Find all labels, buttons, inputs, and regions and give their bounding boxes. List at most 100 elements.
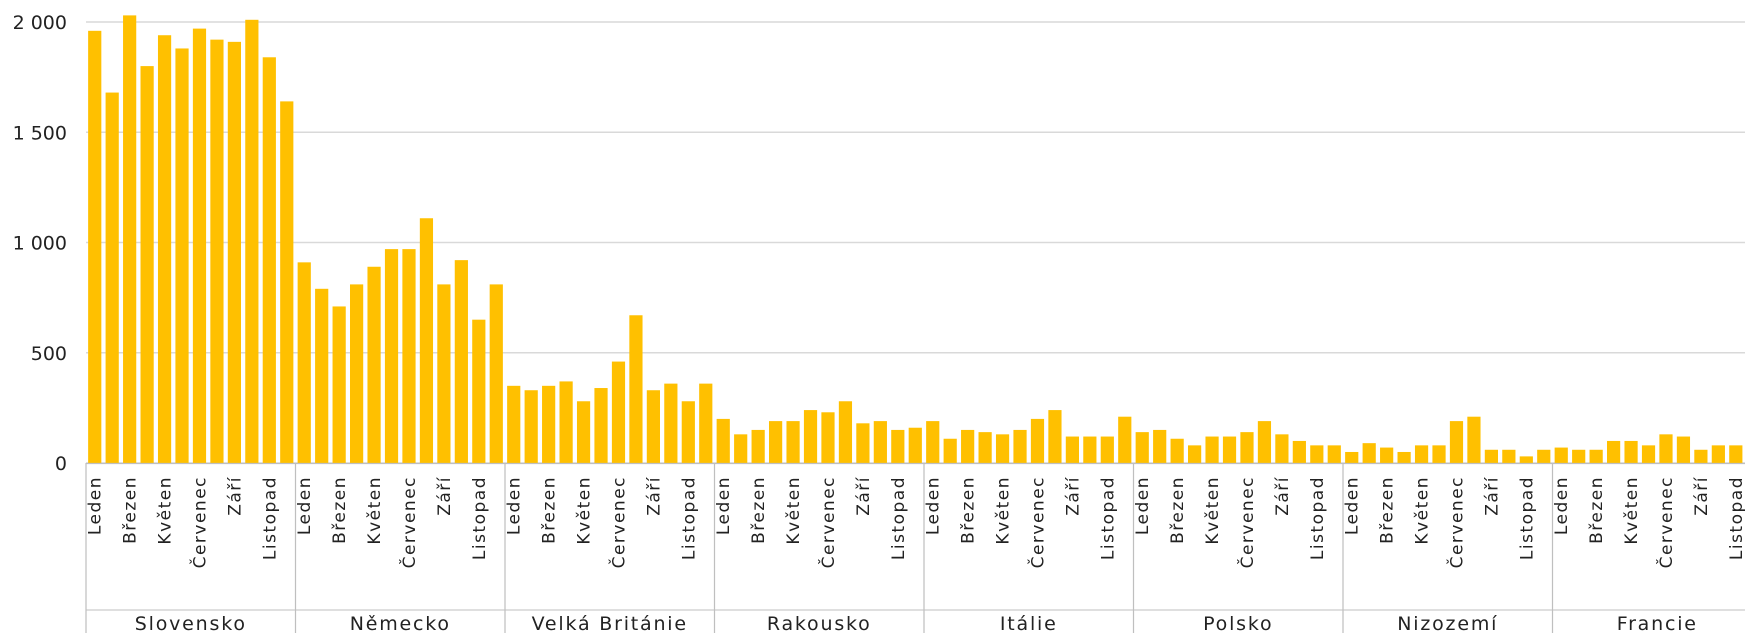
- x-tick-label: Září: [1482, 476, 1502, 516]
- x-tick-label: Květen: [365, 476, 385, 545]
- bar: [1292, 440, 1306, 463]
- bar: [1519, 456, 1533, 463]
- bar: [350, 284, 364, 463]
- x-tick-label: Červenec: [1236, 476, 1258, 568]
- group-label: Slovensko: [135, 613, 247, 633]
- bar: [1083, 436, 1097, 463]
- bar: [1624, 440, 1638, 463]
- x-tick-label: Červenec: [188, 476, 210, 568]
- bar: [681, 401, 695, 463]
- x-tick-label: Březen: [1587, 476, 1607, 544]
- x-tick-label: Leden: [714, 476, 734, 535]
- bar: [1170, 438, 1184, 463]
- x-tick-label: Březen: [749, 476, 769, 544]
- bar: [1449, 421, 1464, 463]
- group-label: Velká Británie: [532, 613, 688, 633]
- bar: [1030, 418, 1045, 463]
- x-tick-label: Leden: [86, 476, 106, 535]
- group-label: Německo: [350, 613, 451, 633]
- bar: [873, 421, 887, 463]
- bar: [664, 383, 678, 463]
- bar: [751, 429, 765, 463]
- bar: [629, 315, 643, 463]
- bar: [1205, 436, 1219, 463]
- x-tick-label: Listopad: [1727, 476, 1745, 560]
- y-tick-label: 1 500: [13, 122, 67, 144]
- x-tick-label: Březen: [1168, 476, 1188, 544]
- group-label: Nizozemí: [1397, 613, 1498, 633]
- x-tick-label: Listopad: [889, 476, 909, 560]
- bar: [1572, 449, 1586, 463]
- bar: [297, 262, 311, 463]
- bar: [192, 28, 207, 464]
- x-tick-label: Červenec: [1445, 476, 1467, 568]
- bar: [105, 92, 119, 463]
- bar: [280, 101, 294, 463]
- bar: [507, 385, 521, 463]
- bar: [943, 438, 957, 463]
- x-tick-label: Září: [225, 476, 245, 516]
- x-tick-label: Květen: [575, 476, 595, 545]
- bar: [210, 39, 224, 463]
- x-tick-label: Březen: [121, 476, 141, 544]
- bar: [1397, 451, 1411, 463]
- bar: [821, 412, 835, 463]
- bar: [1240, 432, 1254, 463]
- y-tick-label: 0: [55, 453, 67, 475]
- x-tick-label: Březen: [540, 476, 560, 544]
- x-tick-label: Leden: [295, 476, 315, 535]
- x-tick-label: Červenec: [398, 476, 420, 568]
- bar: [559, 381, 573, 463]
- bar: [769, 421, 783, 463]
- bar: [1432, 445, 1446, 463]
- x-tick-label: Listopad: [470, 476, 490, 560]
- x-tick-label: Květen: [1203, 476, 1223, 545]
- x-tick-label: Červenec: [1026, 476, 1048, 568]
- group-label: Francie: [1617, 613, 1698, 633]
- bar: [1327, 445, 1341, 463]
- bar: [611, 361, 626, 463]
- bar: [891, 429, 905, 463]
- x-tick-label: Září: [1692, 476, 1712, 516]
- bar: [1257, 421, 1272, 463]
- x-tick-label: Září: [854, 476, 874, 516]
- x-tick-label: Leden: [1133, 476, 1153, 535]
- bar: [454, 260, 468, 463]
- x-tick-label: Listopad: [260, 476, 280, 560]
- bar: [1676, 436, 1691, 463]
- bar: [1100, 436, 1114, 463]
- bar: [245, 19, 259, 463]
- bar: [961, 429, 975, 463]
- bar: [1222, 436, 1237, 463]
- x-tick-label: Březen: [1378, 476, 1398, 544]
- bar: [227, 41, 241, 463]
- bar: [908, 427, 922, 463]
- bar: [472, 319, 486, 463]
- bar: [88, 30, 102, 463]
- bar: [1310, 445, 1324, 463]
- bar: [716, 418, 730, 463]
- bar: [367, 266, 381, 463]
- bar: [332, 306, 346, 463]
- bar: [402, 249, 416, 463]
- x-tick-label: Leden: [505, 476, 525, 535]
- bar: [1135, 432, 1149, 463]
- bar: [1711, 445, 1725, 463]
- bar: [978, 432, 992, 463]
- x-tick-label: Leden: [1552, 476, 1572, 535]
- bar: [123, 15, 137, 463]
- bar: [1362, 443, 1376, 463]
- bar: [542, 385, 556, 463]
- bar: [838, 401, 853, 463]
- bar: [175, 48, 189, 464]
- x-tick-label: Září: [1063, 476, 1083, 516]
- bar: [1013, 429, 1027, 463]
- x-tick-label: Listopad: [1308, 476, 1328, 560]
- bar: [1484, 449, 1498, 463]
- bar: [1537, 449, 1551, 463]
- bar: [646, 390, 660, 463]
- bar: [384, 249, 399, 463]
- x-tick-label: Září: [644, 476, 664, 516]
